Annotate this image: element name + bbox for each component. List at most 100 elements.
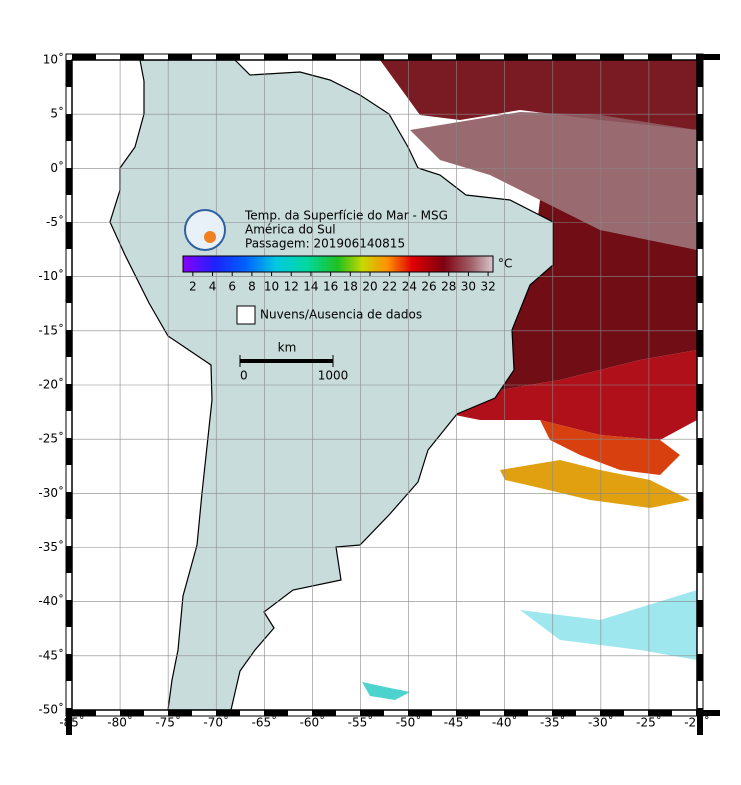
frame-segment [697,438,703,465]
sst-red [430,350,697,440]
frame-segment [66,600,72,627]
lon-label: -55˚ [348,715,374,730]
lon-label: -40˚ [492,715,518,730]
legend-swatch [236,305,256,325]
lon-label: -25˚ [636,715,662,730]
frame-segment [504,54,528,60]
frame-segment [697,222,703,249]
sst-cyan-scatter [520,590,697,660]
sst-warm-north [380,60,697,130]
colorbar-tick-label: 8 [248,280,256,294]
title-line: Passagem: 201906140815 [245,237,405,251]
inpe-logo [184,209,226,251]
colorbar-tick-label: 20 [362,280,377,294]
frame-segment [216,54,240,60]
frame-segment [66,654,72,681]
colorbar [182,255,494,273]
frame-segment [697,276,703,303]
lon-label: -80˚ [107,715,133,730]
frame-segment [360,54,384,60]
frame-segment [66,492,72,519]
legend-label: Nuvens/Ausencia de dados [260,308,422,322]
colorbar-tick-label: 32 [480,280,495,294]
frame-segment [216,710,240,716]
lon-label: -75˚ [155,715,181,730]
title-line: América do Sul [245,223,336,237]
frame-segment [697,600,703,627]
colorbar-unit: °C [498,257,512,271]
colorbar-tick-label: 24 [402,280,417,294]
frame-segment [120,710,144,716]
frame-segment [552,54,576,60]
colorbar-tick-label: 22 [382,280,397,294]
colorbar-tick-label: 26 [421,280,436,294]
colorbar-tick-label: 4 [209,280,217,294]
colorbar-tick-label: 30 [461,280,476,294]
logo-sun [204,231,216,243]
frame-segment [66,276,72,303]
lat-label: -10˚ [38,268,64,283]
lon-label: -30˚ [588,715,614,730]
scale-bar [240,359,333,363]
lat-label: -45˚ [38,647,64,662]
colorbar-tick-label: 6 [228,280,236,294]
colorbar-tick-label: 14 [303,280,318,294]
frame-segment [312,54,336,60]
frame-segment [66,114,72,141]
title-block: Temp. da Superfície do Mar - MSG América… [184,209,448,251]
frame-segment [408,54,432,60]
frame-segment [264,710,288,716]
frame-segment [456,54,480,60]
frame-segment [66,222,72,249]
lat-label: -5˚ [46,214,64,229]
lon-label: -60˚ [300,715,326,730]
frame-segment [264,54,288,60]
colorbar-tick-label: 28 [441,280,456,294]
lat-label: -30˚ [38,485,64,500]
lat-label: -20˚ [38,377,64,392]
lon-label: -45˚ [444,715,470,730]
lat-label: -35˚ [38,539,64,554]
frame-segment [697,168,703,195]
frame-segment [408,710,432,716]
title-line: Temp. da Superfície do Mar - MSG [244,209,448,223]
sst-cloud-edge [410,112,697,250]
lon-label: -70˚ [203,715,229,730]
colorbar-tick-label: 2 [189,280,197,294]
scale-label: 1000 [318,369,349,383]
frame-segment [697,708,703,735]
lat-label: -15˚ [38,322,64,337]
scale-label: 0 [240,369,248,383]
colorbar-tick-label: 10 [264,280,279,294]
sst-cyan [362,682,410,700]
frame-segment [66,708,72,735]
frame-segment [648,710,672,716]
lon-label: -35˚ [540,715,566,730]
sst-orange [540,420,680,475]
colorbar-tick-label: 12 [284,280,299,294]
frame-segment [66,546,72,573]
frame-segment [696,54,720,60]
frame-segment [66,330,72,357]
frame-segment [360,710,384,716]
frame-segment [120,54,144,60]
scale-unit: km [278,341,297,355]
colorbar-tick-label: 18 [343,280,358,294]
lat-label: 5˚ [50,106,64,121]
lat-label: 0˚ [50,160,64,175]
lat-label: -40˚ [38,593,64,608]
frame-segment [312,710,336,716]
frame-segment [66,384,72,411]
lon-label: -65˚ [252,715,278,730]
frame-segment [66,168,72,195]
frame-segment [168,710,192,716]
lat-label: -50˚ [38,702,64,717]
lat-label: 10˚ [43,52,64,67]
frame-segment [697,384,703,411]
colorbar-tick-label: 16 [323,280,338,294]
sst-yellow [500,460,690,508]
frame-segment [504,710,528,716]
frame-segment [66,438,72,465]
